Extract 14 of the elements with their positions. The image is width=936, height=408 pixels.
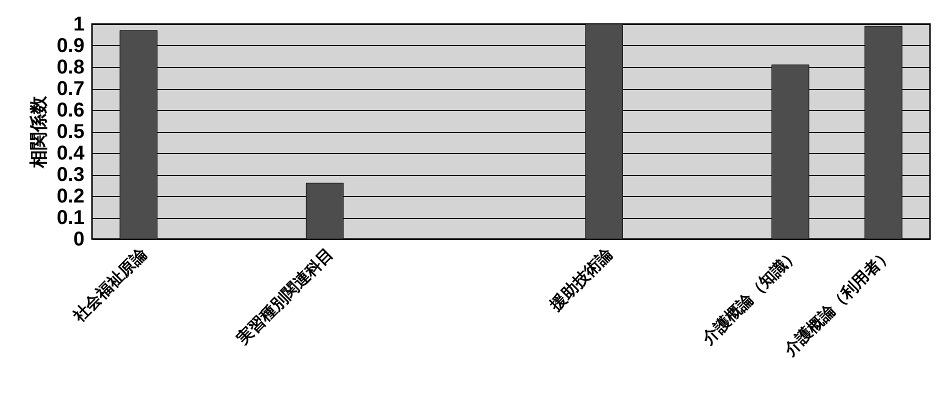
y-tick-label: 0.2 [56,186,84,208]
y-tick-label: 0.3 [56,164,84,186]
y-tick-label: 0.7 [56,78,84,100]
y-tick-label: 0.4 [56,142,86,164]
x-tick-label: 実習種別関連科目 [232,244,337,349]
y-tick-label: 1 [73,14,84,36]
y-tick-label: 0.5 [56,121,84,143]
y-tick-label: 0.9 [56,35,84,57]
y-tick-label: 0.1 [56,207,84,229]
y-tick-label: 0.8 [56,56,84,78]
x-tick-label: 援助技術論 [546,244,617,315]
y-axis-title: 相関係数 [28,95,49,169]
y-tick-label: 0.6 [56,100,84,122]
y-tick-label: 0 [73,228,84,250]
